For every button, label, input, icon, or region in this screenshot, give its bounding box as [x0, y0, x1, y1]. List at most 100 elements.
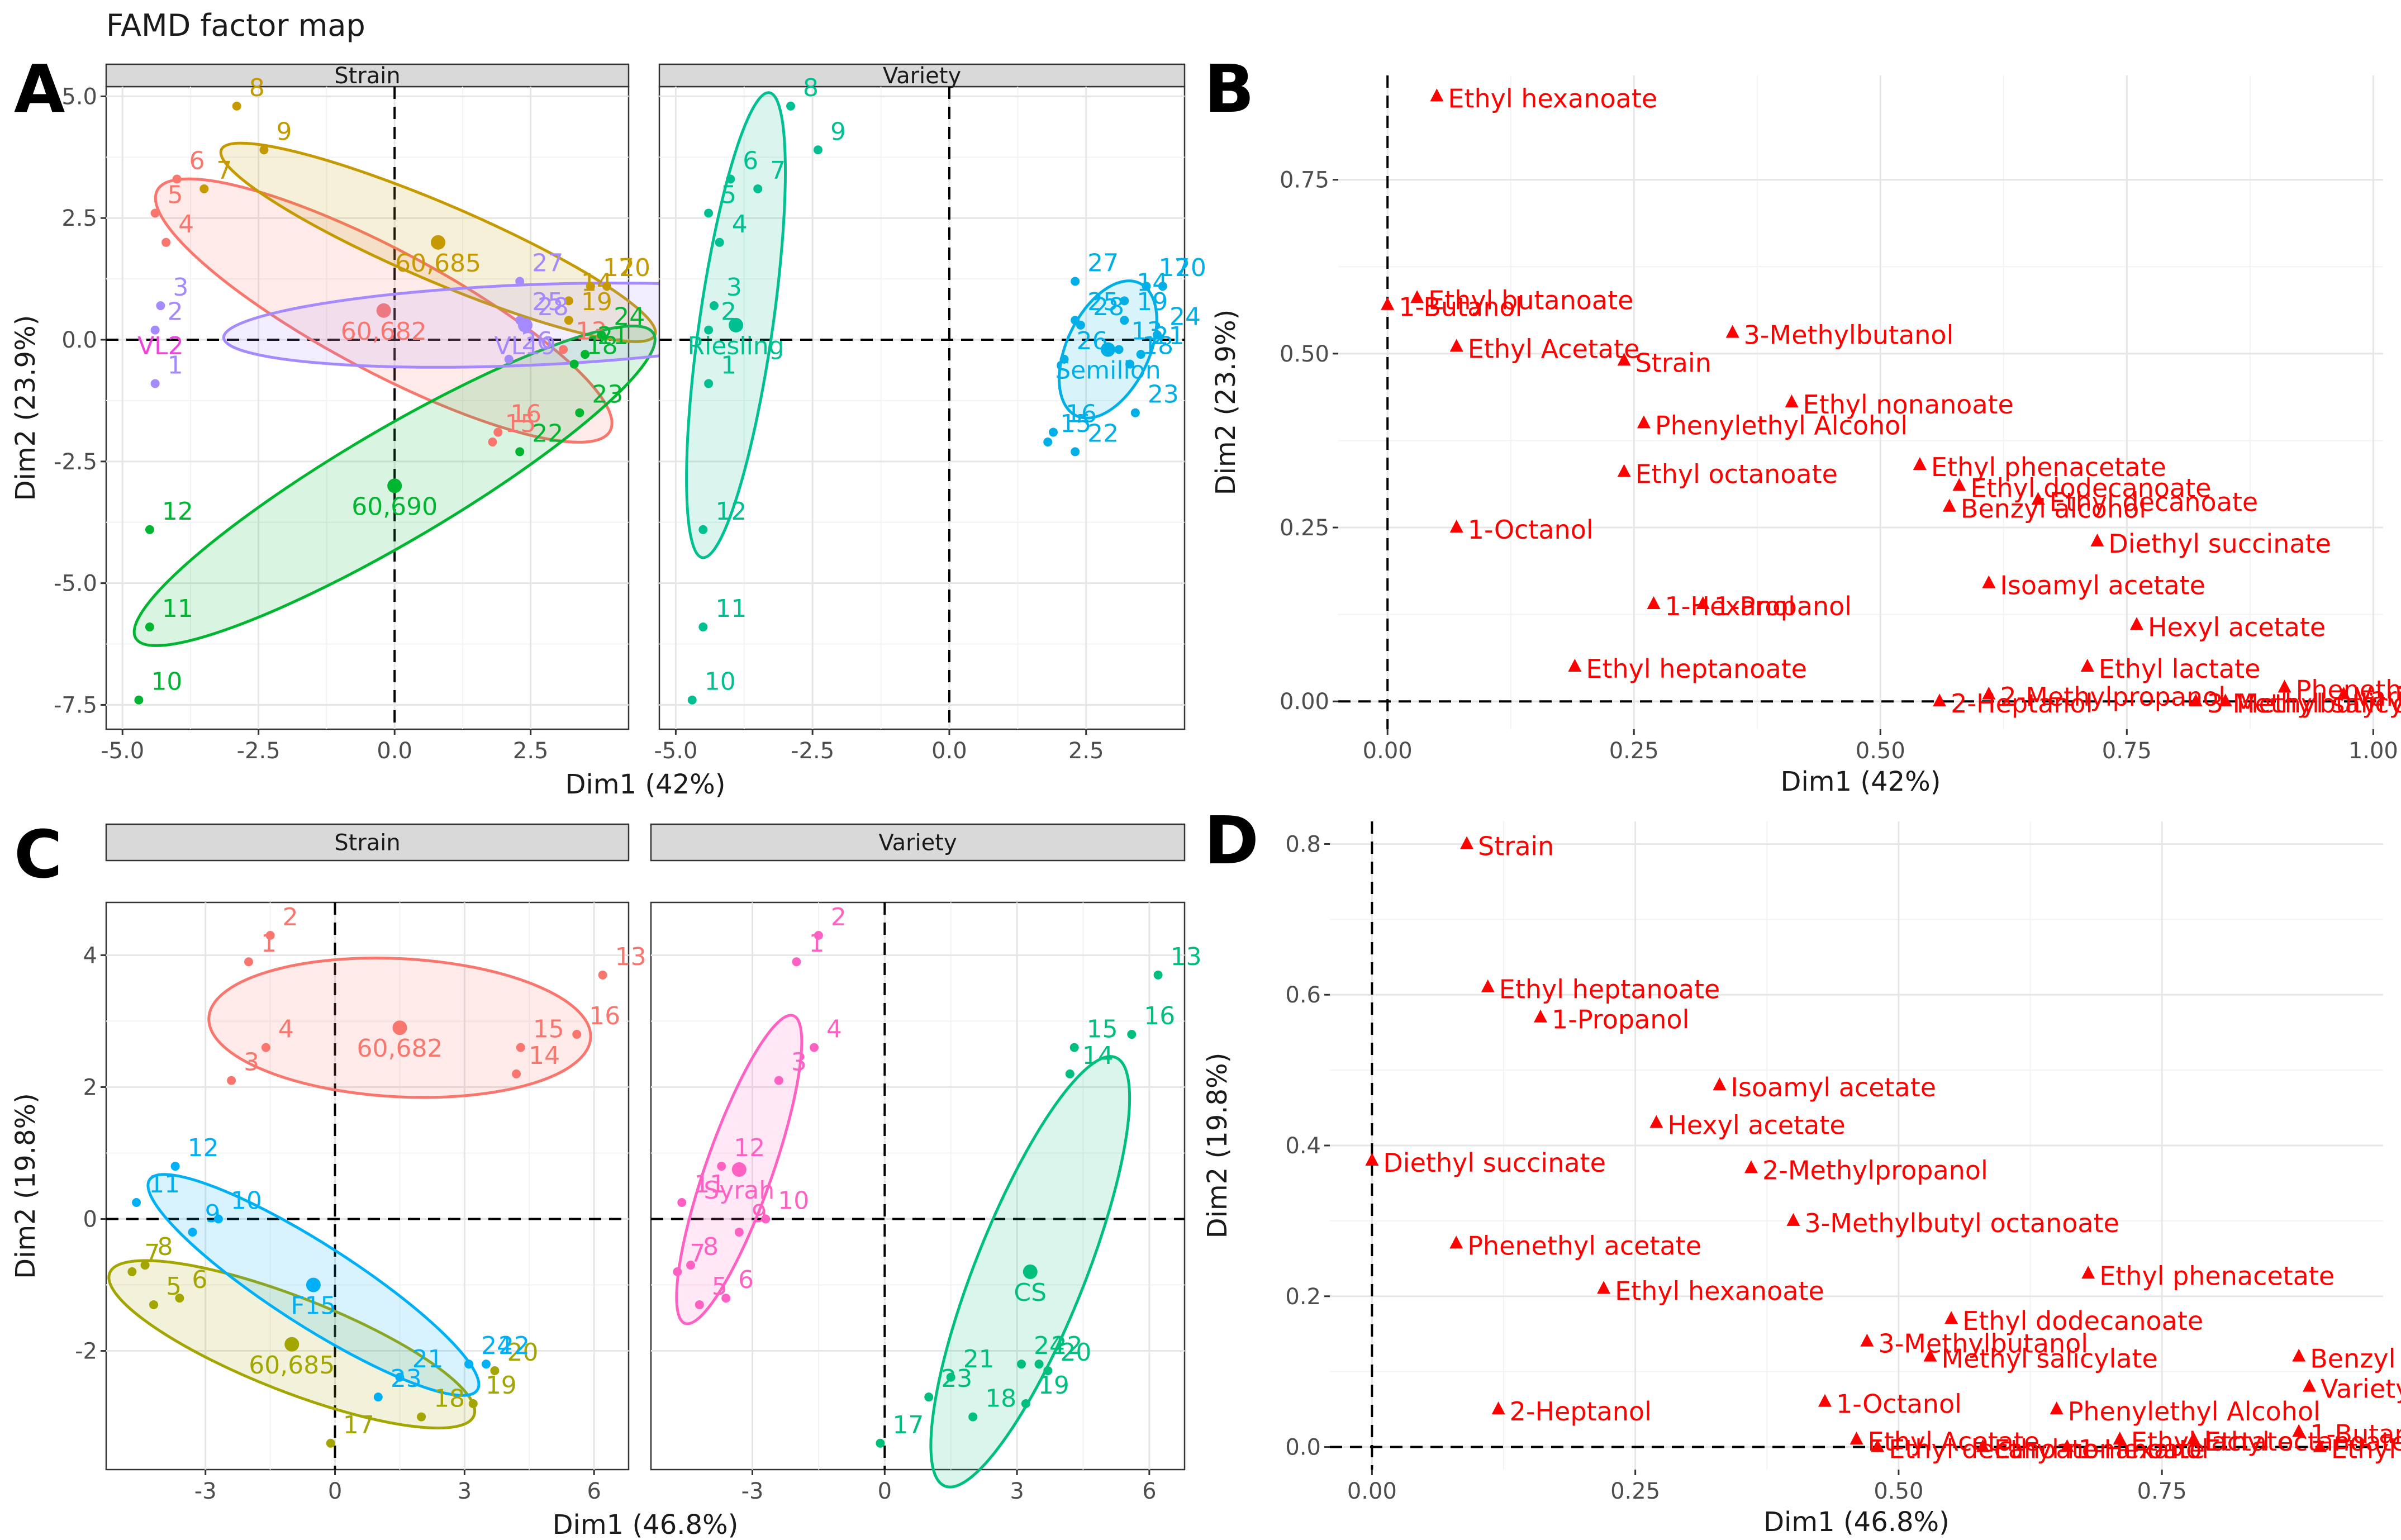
variable-label: Diethyl succinate	[1383, 1148, 1605, 1178]
group-centroid	[1023, 1264, 1038, 1279]
data-point	[156, 301, 165, 311]
data-point	[687, 695, 697, 705]
group-label: VL19	[495, 332, 557, 360]
x-tick-label: 0.00	[1363, 738, 1413, 764]
data-point	[161, 237, 171, 247]
group-label: 60,685	[395, 249, 481, 278]
data-point	[468, 1399, 478, 1408]
variable-marker	[2081, 1266, 2095, 1279]
variable-marker	[1913, 457, 1927, 470]
point-label: 27	[532, 249, 563, 277]
variable-marker	[1597, 1281, 1611, 1294]
variable-label: Ethyl dodecanoate	[1970, 473, 2211, 503]
variable-marker	[1860, 1333, 1874, 1347]
point-label: 13	[615, 943, 646, 971]
point-label: 24	[1034, 1332, 1065, 1360]
data-point	[1021, 1399, 1030, 1408]
x-tick-label: 0.75	[2102, 738, 2152, 764]
variable-label: Ethyl decanoate	[2050, 487, 2259, 517]
x-tick-label: 0	[878, 1479, 892, 1504]
variable-marker	[2031, 492, 2045, 505]
variable-marker	[2218, 693, 2232, 707]
variable-label: Ethyl hexanoate	[1448, 83, 1657, 113]
point-label: 11	[162, 595, 193, 623]
data-point	[1120, 296, 1129, 306]
y-tick-label: 0	[83, 1207, 97, 1233]
x-tick-label: -5.0	[101, 738, 144, 764]
data-point	[1034, 1360, 1044, 1369]
y-tick-label: 0.00	[1280, 689, 1329, 715]
group-label: VL2	[137, 332, 184, 360]
facet-panel	[658, 85, 1186, 730]
variable-marker	[1785, 394, 1799, 407]
variable-label: Phenethyl acetate	[1467, 1230, 1701, 1261]
point-label: 25	[1087, 288, 1119, 316]
point-label: 22	[498, 1332, 530, 1360]
point-label: 23	[941, 1365, 972, 1393]
data-point	[774, 1076, 783, 1085]
variable-marker	[1481, 979, 1495, 992]
variable-marker	[2050, 1401, 2064, 1415]
data-point	[813, 145, 822, 155]
point-label: 28	[1093, 293, 1124, 321]
data-point	[581, 350, 590, 359]
data-point	[145, 525, 154, 534]
point-label: 20	[619, 254, 650, 282]
point-label: 27	[1087, 249, 1119, 277]
variable-label: Isoamyl acetate	[2000, 571, 2205, 601]
point-label: 2	[283, 903, 298, 931]
facet-strip-label: Strain	[334, 830, 401, 856]
y-tick-label: 0.4	[1285, 1133, 1321, 1159]
variable-label: Benzyl alcohol	[1961, 494, 2146, 524]
data-point	[188, 1228, 197, 1237]
x-tick-label: 0.00	[1347, 1479, 1397, 1504]
y-tick-label: 5.0	[61, 84, 97, 110]
x-tick-label: 0.0	[931, 738, 967, 764]
point-label: 14	[1082, 1042, 1114, 1070]
point-label: 2	[831, 903, 847, 931]
point-label: 28	[538, 293, 569, 321]
data-point	[150, 208, 160, 218]
data-point	[597, 330, 606, 340]
data-point	[673, 1267, 682, 1276]
data-point	[564, 296, 573, 306]
variable-label: Ethyl butanoate	[2331, 1434, 2401, 1465]
variable-label: 1-Propanol	[1552, 1005, 1689, 1035]
variable-marker	[1696, 596, 1710, 609]
variable-label: 2-Heptanol	[1510, 1396, 1652, 1427]
x-tick-label: 3	[458, 1479, 472, 1504]
variable-marker	[2278, 679, 2291, 693]
point-label: 17	[603, 254, 634, 282]
point-label: 7	[216, 156, 232, 185]
variable-marker	[1534, 1009, 1547, 1023]
data-point	[140, 1261, 150, 1270]
y-tick-label: -7.5	[54, 692, 97, 718]
data-point	[259, 145, 269, 155]
data-point	[1043, 437, 1053, 446]
y-axis-title: Dim2 (19.8%)	[1202, 1053, 1233, 1239]
point-label: 6	[192, 1266, 207, 1294]
variable-label: Ethyl nonanoate	[1994, 1434, 2205, 1465]
group-label: Syrah	[703, 1176, 774, 1205]
point-label: 22	[532, 419, 563, 448]
group-centroid	[392, 1020, 407, 1035]
data-point	[482, 1360, 491, 1369]
point-label: 11	[715, 595, 747, 623]
data-point	[373, 1392, 383, 1402]
panel-label: D	[1204, 802, 1259, 879]
variable-marker	[1449, 520, 1463, 533]
data-point	[704, 379, 714, 388]
x-tick-label: 0.75	[2137, 1479, 2187, 1504]
group-centroid	[306, 1277, 321, 1292]
y-tick-label: 0.0	[61, 327, 97, 353]
x-tick-label: 0	[328, 1479, 342, 1504]
point-label: 4	[732, 210, 748, 239]
point-label: 10	[778, 1187, 809, 1215]
data-point	[564, 316, 573, 325]
x-tick-label: 0.25	[1609, 738, 1659, 764]
variable-marker	[1982, 686, 1996, 700]
point-label: 26	[1077, 327, 1108, 355]
x-tick-label: -2.5	[237, 738, 280, 764]
point-label: 4	[178, 210, 194, 239]
variable-label: Ethyl heptanoate	[1499, 975, 1720, 1005]
